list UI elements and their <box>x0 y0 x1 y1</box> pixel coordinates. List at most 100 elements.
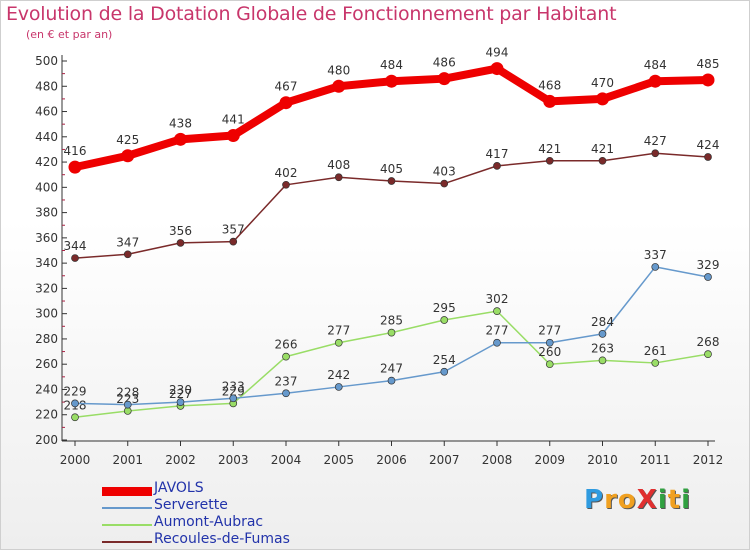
data-point <box>123 250 132 259</box>
y-tick-label: 220 <box>35 408 58 422</box>
logo-letter: o <box>617 485 637 515</box>
y-tick-label: 240 <box>35 382 58 396</box>
data-label: 467 <box>275 80 298 94</box>
x-tick-label: 2009 <box>534 453 565 467</box>
data-point <box>334 383 343 391</box>
data-label: 229 <box>222 384 245 398</box>
data-label: 242 <box>327 368 350 382</box>
data-point <box>176 398 185 406</box>
legend-label: Recoules-de-Fumas <box>154 531 290 547</box>
data-label: 247 <box>380 362 403 376</box>
data-label: 468 <box>538 78 561 92</box>
data-point <box>71 413 79 422</box>
data-point <box>71 254 79 262</box>
data-label: 405 <box>380 162 403 176</box>
data-label: 441 <box>222 113 245 127</box>
y-tick-label: 460 <box>35 105 58 119</box>
data-label: 356 <box>169 224 192 238</box>
data-point <box>596 92 609 106</box>
data-point <box>71 399 79 408</box>
y-tick-label: 320 <box>35 281 58 295</box>
data-point <box>121 149 135 163</box>
data-point <box>68 160 82 174</box>
logo-letter: i <box>657 485 668 515</box>
data-point <box>387 376 396 385</box>
data-point <box>332 79 346 93</box>
chart-title: Evolution de la Dotation Globale de Fonc… <box>6 3 617 25</box>
y-tick-label: 260 <box>35 357 58 371</box>
data-label: 284 <box>591 315 614 329</box>
y-tick-label: 480 <box>35 79 58 93</box>
data-label: 486 <box>433 56 456 70</box>
data-label: 485 <box>697 57 720 71</box>
logo-letter: r <box>604 485 618 515</box>
data-point <box>282 352 290 361</box>
data-point <box>226 129 240 143</box>
data-label: 470 <box>591 76 614 90</box>
data-label: 416 <box>64 144 87 158</box>
data-point <box>598 330 607 338</box>
logo-letter: P <box>584 485 605 515</box>
legend-label: Aumont-Aubrac <box>154 514 264 530</box>
data-point <box>437 72 451 86</box>
data-label: 425 <box>116 133 139 147</box>
x-tick-label: 2011 <box>640 453 671 467</box>
legend-label: Serverette <box>154 497 228 513</box>
data-point <box>493 307 501 315</box>
data-point <box>651 359 660 367</box>
y-tick-label: 200 <box>35 433 58 447</box>
logo-letter: i <box>681 485 692 515</box>
data-label: 260 <box>538 345 561 359</box>
data-point <box>493 162 501 170</box>
data-point <box>282 180 290 189</box>
data-point <box>545 156 554 165</box>
y-tick-label: 440 <box>35 130 58 144</box>
x-tick-label: 2001 <box>112 453 143 467</box>
data-label: 408 <box>327 158 350 172</box>
data-point <box>651 263 660 271</box>
x-tick-label: 2000 <box>60 453 91 467</box>
y-tick-label: 420 <box>35 155 58 169</box>
data-point <box>648 74 662 88</box>
data-point <box>545 360 554 369</box>
data-label: 403 <box>433 165 456 179</box>
data-label: 261 <box>644 344 667 358</box>
data-label: 484 <box>644 58 667 72</box>
y-tick-label: 340 <box>35 256 58 270</box>
data-point <box>440 367 449 376</box>
y-tick-label: 400 <box>35 180 58 194</box>
data-point <box>387 328 396 337</box>
data-label: 223 <box>116 392 139 406</box>
data-label: 229 <box>64 384 87 398</box>
data-label: 417 <box>486 147 509 161</box>
data-label: 277 <box>327 324 350 338</box>
data-point <box>704 153 712 161</box>
data-label: 266 <box>275 338 298 352</box>
legend-swatch <box>102 541 152 543</box>
y-tick-label: 360 <box>35 231 58 245</box>
data-label: 227 <box>169 387 192 401</box>
data-point <box>704 350 712 358</box>
data-label: 263 <box>591 341 614 355</box>
data-point <box>229 394 238 403</box>
y-tick-label: 380 <box>35 206 58 220</box>
data-label: 233 <box>222 379 245 393</box>
data-label: 228 <box>116 386 139 400</box>
data-label: 424 <box>697 138 720 152</box>
data-label: 254 <box>433 353 456 367</box>
legend-swatch <box>102 507 152 509</box>
x-tick-label: 2002 <box>165 453 196 467</box>
data-label: 357 <box>222 223 245 237</box>
data-label: 421 <box>591 142 614 156</box>
proxiti-logo: ProXiti <box>584 485 691 515</box>
logo-letter: t <box>667 485 682 515</box>
data-point <box>334 338 343 347</box>
data-point <box>123 407 132 415</box>
data-point <box>176 239 185 247</box>
data-label: 302 <box>486 292 509 306</box>
data-point <box>598 156 607 165</box>
x-tick-label: 2010 <box>587 453 618 467</box>
data-label: 230 <box>169 383 192 397</box>
data-point <box>704 273 712 281</box>
